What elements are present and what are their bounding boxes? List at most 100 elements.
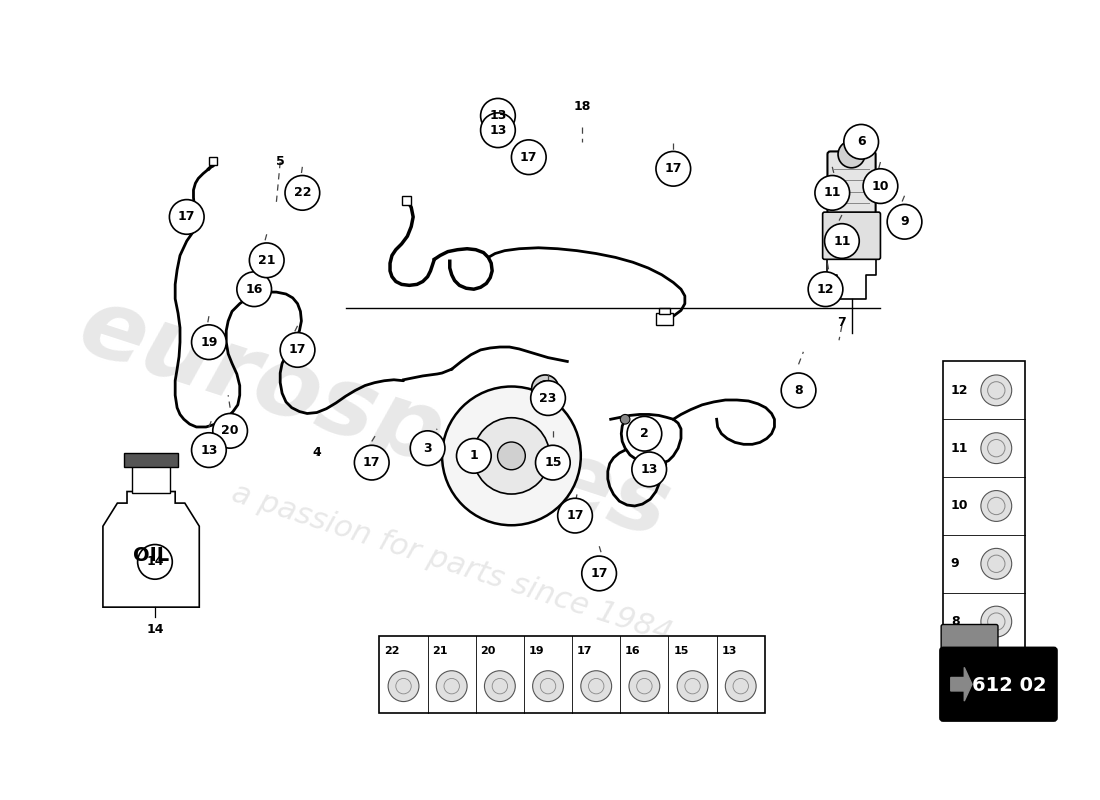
Circle shape	[888, 205, 922, 239]
Polygon shape	[950, 667, 972, 701]
Text: 23: 23	[539, 391, 557, 405]
Text: 16: 16	[625, 646, 640, 656]
Circle shape	[138, 545, 173, 579]
Circle shape	[631, 452, 667, 486]
Text: 16: 16	[245, 282, 263, 296]
Circle shape	[825, 224, 859, 258]
Text: 17: 17	[591, 567, 608, 580]
Text: 11: 11	[824, 186, 842, 199]
Text: 4: 4	[312, 446, 321, 459]
Circle shape	[838, 141, 865, 168]
Text: 2: 2	[640, 427, 649, 440]
Text: 20: 20	[221, 424, 239, 438]
Circle shape	[620, 414, 630, 424]
Circle shape	[236, 272, 272, 306]
Circle shape	[981, 490, 1012, 522]
Circle shape	[456, 438, 492, 474]
FancyBboxPatch shape	[827, 151, 876, 215]
Text: 8: 8	[794, 384, 803, 397]
Text: 15: 15	[673, 646, 689, 656]
Circle shape	[808, 272, 843, 306]
Text: a passion for parts since 1984: a passion for parts since 1984	[228, 478, 675, 649]
Bar	[943, 362, 1025, 650]
Text: 19: 19	[200, 336, 218, 349]
Bar	[124, 453, 178, 467]
Circle shape	[582, 556, 616, 590]
Circle shape	[981, 433, 1012, 463]
Text: 10: 10	[950, 499, 968, 513]
Text: 17: 17	[566, 509, 584, 522]
Circle shape	[781, 373, 816, 408]
Text: 17: 17	[576, 646, 593, 656]
Text: 612 02: 612 02	[972, 676, 1047, 695]
Polygon shape	[103, 491, 199, 607]
Text: 10: 10	[871, 180, 889, 193]
Circle shape	[388, 670, 419, 702]
Circle shape	[285, 175, 320, 210]
Circle shape	[512, 140, 546, 174]
Text: 21: 21	[258, 254, 275, 266]
Circle shape	[538, 381, 553, 396]
Circle shape	[581, 670, 612, 702]
Text: 12: 12	[950, 384, 968, 397]
Text: 17: 17	[178, 210, 196, 223]
Circle shape	[627, 416, 662, 451]
Circle shape	[481, 113, 515, 147]
Text: 22: 22	[294, 186, 311, 199]
Circle shape	[844, 125, 879, 159]
Circle shape	[532, 670, 563, 702]
Circle shape	[864, 169, 898, 203]
Circle shape	[437, 670, 468, 702]
Bar	[379, 636, 764, 713]
Text: 18: 18	[573, 100, 591, 113]
Circle shape	[410, 431, 446, 466]
FancyBboxPatch shape	[940, 648, 1057, 721]
Bar	[656, 314, 673, 325]
Text: 19: 19	[529, 646, 544, 656]
Text: 5: 5	[276, 154, 285, 167]
Text: 3: 3	[424, 442, 432, 454]
Circle shape	[280, 333, 315, 367]
FancyBboxPatch shape	[823, 212, 880, 259]
Circle shape	[629, 670, 660, 702]
Text: 1: 1	[470, 450, 478, 462]
Circle shape	[531, 375, 559, 402]
Text: 13: 13	[640, 463, 658, 476]
Text: 17: 17	[289, 343, 306, 356]
Text: OIL: OIL	[133, 546, 169, 565]
Circle shape	[442, 386, 581, 526]
Text: 20: 20	[481, 646, 496, 656]
Text: 13: 13	[200, 444, 218, 457]
Text: 13: 13	[490, 110, 507, 122]
Text: 21: 21	[432, 646, 448, 656]
Circle shape	[473, 418, 550, 494]
Text: 6: 6	[857, 135, 866, 148]
Text: 17: 17	[664, 162, 682, 175]
Circle shape	[981, 375, 1012, 406]
Text: 11: 11	[950, 442, 968, 454]
Circle shape	[558, 498, 593, 533]
Circle shape	[250, 243, 284, 278]
Circle shape	[191, 433, 227, 467]
Bar	[209, 158, 217, 165]
Text: 11: 11	[833, 234, 850, 247]
Circle shape	[191, 325, 227, 359]
Text: 13: 13	[722, 646, 737, 656]
Text: 9: 9	[950, 558, 959, 570]
Text: eurospares: eurospares	[68, 280, 682, 558]
Circle shape	[530, 381, 565, 415]
Text: 8: 8	[950, 615, 959, 628]
Circle shape	[656, 151, 691, 186]
Circle shape	[815, 175, 849, 210]
Circle shape	[657, 460, 667, 470]
Text: 13: 13	[490, 124, 507, 137]
Circle shape	[354, 446, 389, 480]
Circle shape	[212, 414, 248, 448]
FancyBboxPatch shape	[942, 625, 998, 650]
Circle shape	[484, 670, 515, 702]
Bar	[659, 309, 670, 314]
Text: 14: 14	[146, 623, 164, 636]
Bar	[132, 465, 170, 494]
Text: 12: 12	[817, 282, 834, 296]
Circle shape	[481, 98, 515, 133]
